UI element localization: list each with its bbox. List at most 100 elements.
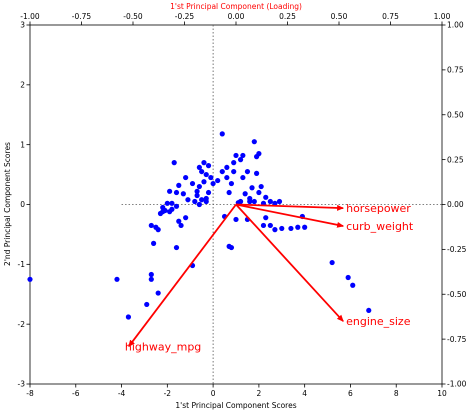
top-tick-label: 0.00: [228, 12, 245, 21]
y-tick-label: 3: [20, 21, 25, 30]
top-tick-label: 0.75: [382, 12, 399, 21]
score-point: [157, 210, 164, 217]
score-point: [173, 189, 180, 196]
score-point: [260, 222, 267, 229]
score-point: [192, 198, 198, 205]
bottom-x-axis: -8 -6 -4 -2 0 2 4 6 8 10: [26, 384, 447, 398]
score-point: [196, 201, 202, 208]
score-point: [194, 188, 200, 194]
score-point: [196, 183, 202, 190]
y-tick-label: -2: [18, 320, 26, 329]
score-point: [205, 189, 212, 196]
y-tick-label: 1: [20, 140, 25, 149]
score-point: [272, 200, 278, 206]
score-point: [164, 200, 170, 206]
score-point: [256, 189, 262, 196]
x-tick-label: -6: [72, 389, 80, 398]
score-point: [350, 282, 356, 288]
score-point: [233, 152, 239, 159]
loading-label-engine-size: engine_size: [346, 315, 411, 328]
loading-arrow-curb-weight: [235, 203, 345, 228]
right-tick-label: -0.25: [447, 245, 467, 254]
score-point: [251, 198, 257, 205]
top-tick-label: -0.75: [72, 12, 92, 21]
score-point: [240, 174, 246, 181]
score-point: [185, 197, 191, 203]
right-tick-label: 0.00: [447, 200, 464, 209]
score-point: [114, 276, 120, 282]
score-point: [169, 200, 175, 206]
score-point: [27, 276, 33, 282]
score-point: [201, 179, 207, 185]
score-point: [251, 139, 257, 145]
score-point: [199, 197, 205, 203]
score-point: [171, 160, 177, 166]
score-point: [189, 180, 196, 187]
score-point: [267, 222, 273, 229]
right-tick-label: 1.00: [447, 21, 464, 30]
top-tick-label: 1.00: [434, 12, 451, 21]
score-point: [148, 271, 154, 278]
y-tick-label: 2: [20, 81, 25, 90]
score-point: [237, 157, 244, 163]
score-point: [295, 224, 301, 230]
score-point: [144, 301, 150, 308]
x-tick-label: 4: [302, 389, 307, 398]
right-tick-label: -0.50: [447, 290, 467, 299]
score-point: [125, 314, 132, 320]
score-point: [210, 180, 216, 187]
score-point: [254, 170, 260, 176]
right-tick-label: -0.75: [447, 335, 467, 344]
loading-label-curb-weight: curb_weight: [346, 220, 414, 233]
x-tick-label: 6: [348, 389, 353, 398]
right-tick-label: 0.50: [447, 110, 464, 119]
score-point: [366, 307, 372, 314]
score-point: [279, 225, 285, 232]
score-point: [183, 215, 189, 221]
top-tick-label: -0.50: [123, 12, 143, 21]
y-tick-label: 0: [20, 200, 25, 209]
left-y-axis: -3 -2 -1 0 1 2 3: [18, 21, 30, 389]
top-tick-label: -1.00: [20, 12, 40, 21]
score-point: [272, 227, 278, 233]
top-tick-label: -0.25: [175, 12, 195, 21]
score-point: [256, 151, 262, 157]
score-point: [247, 198, 253, 205]
right-tick-label: 0.25: [447, 155, 464, 164]
score-point: [194, 192, 200, 199]
score-point: [203, 195, 209, 202]
score-point: [203, 171, 209, 178]
x-tick-label: 10: [437, 389, 447, 398]
score-point: [215, 177, 221, 184]
score-point: [244, 168, 251, 175]
score-point: [153, 224, 159, 230]
y-axis-label: 2'nd Principal Component Scores: [3, 142, 12, 266]
score-point: [201, 160, 207, 166]
score-point: [267, 198, 273, 205]
score-point: [233, 216, 239, 223]
score-point: [288, 225, 294, 232]
score-point: [196, 164, 202, 171]
x-tick-label: -2: [164, 389, 172, 398]
y-tick-label: -1: [18, 260, 26, 269]
x-tick-label: 8: [394, 389, 399, 398]
score-point: [240, 152, 246, 159]
score-point: [242, 191, 248, 197]
score-point: [219, 168, 225, 175]
score-point: [231, 168, 237, 175]
x-tick-label: 2: [256, 389, 261, 398]
score-point: [226, 189, 232, 196]
loading-arrow-highway-mpg: [128, 203, 237, 348]
score-point: [226, 243, 232, 249]
score-point: [302, 224, 308, 230]
y-tick-label: -3: [18, 380, 26, 389]
score-point: [205, 163, 212, 169]
score-point: [224, 164, 230, 171]
score-point: [249, 185, 255, 191]
score-point: [183, 174, 189, 181]
right-tick-label: -1.00: [447, 380, 467, 389]
score-point: [276, 198, 283, 205]
x-tick-label: -4: [118, 389, 126, 398]
loading-arrow-horsepower: [235, 203, 345, 211]
loading-label-horsepower: horsepower: [346, 202, 411, 215]
